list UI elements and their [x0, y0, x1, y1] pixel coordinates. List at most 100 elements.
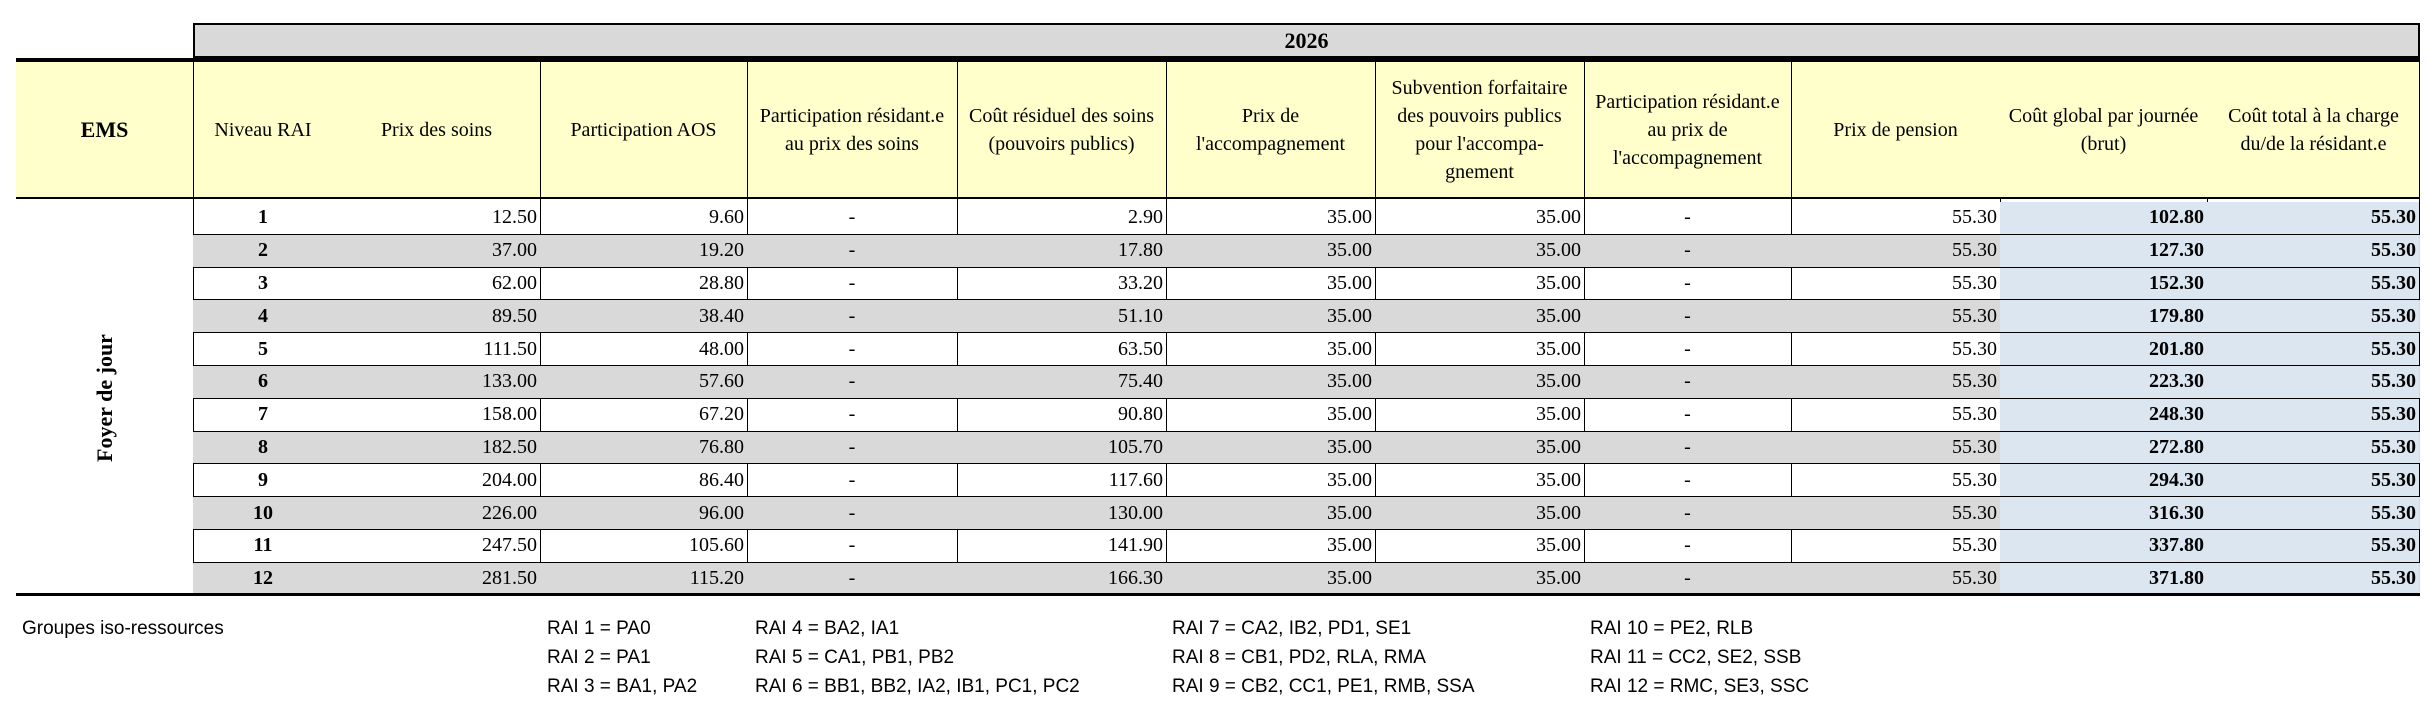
- cell-prix-pension: 55.30: [1952, 206, 1997, 229]
- header-top-border: [16, 58, 2420, 62]
- cell-prix-pension: 55.30: [1952, 567, 1997, 590]
- cell-niveau-rai: 8: [258, 435, 268, 458]
- cell-subvention: 35.00: [1536, 206, 1581, 229]
- cell-prix-pension: 55.30: [1952, 239, 1997, 262]
- cell-participation-residant-soins: -: [848, 534, 856, 557]
- table-row: 10 226.00 96.00 - 130.00 35.00 35.00 - 55.30 316.…: [193, 497, 2420, 530]
- cell-cout-residuel: 90.80: [1118, 403, 1163, 426]
- cell-subvention: 35.00: [1536, 403, 1581, 426]
- cell-cout-global: 337.80: [2000, 529, 2207, 562]
- cell-cout-residuel: 17.80: [1118, 239, 1163, 262]
- cell-participation-residant-soins: -: [848, 567, 856, 590]
- table-row: 2 37.00 19.20 - 17.80 35.00 35.00 - 55.30 127.30 5…: [193, 234, 2420, 268]
- cell-niveau-rai: 10: [253, 501, 273, 524]
- col-header-participation-residant-soins: Participation résidant.e au prix des soi…: [759, 104, 945, 155]
- cell-participation-aos: 9.60: [709, 206, 744, 229]
- cell-participation-residant-accomp: -: [1684, 206, 1691, 229]
- col-header-cout-residuel: Coût résiduel des soins (pouvoirs public…: [969, 104, 1154, 155]
- cell-participation-residant-soins: -: [848, 206, 856, 229]
- cell-cout-residuel: 130.00: [1108, 501, 1163, 524]
- cell-prix-soins: 37.00: [492, 239, 537, 262]
- cell-niveau-rai: 1: [258, 206, 268, 229]
- cell-participation-residant-accomp: -: [1684, 337, 1691, 360]
- cell-prix-soins: 89.50: [492, 304, 537, 327]
- cell-cout-global: 272.80: [2000, 431, 2207, 464]
- legend-column-2: RAI 4 = BA2, IA1 RAI 5 = CA1, PB1, PB2 R…: [755, 614, 1080, 701]
- year-header: 2026: [193, 23, 2420, 58]
- legend-item: RAI 3 = BA1, PA2: [547, 676, 698, 697]
- cell-subvention: 35.00: [1536, 271, 1581, 294]
- legend-item: RAI 12 = RMC, SE3, SSC: [1590, 676, 1810, 697]
- cell-prix-soins: 111.50: [483, 337, 537, 360]
- cell-niveau-rai: 5: [258, 337, 268, 360]
- col-header-participation-residant-accomp: Participation résidant.e au prix de l'ac…: [1595, 90, 1780, 169]
- cell-cout-residuel: 105.70: [1108, 435, 1163, 458]
- cell-niveau-rai: 9: [258, 468, 268, 491]
- cell-prix-soins: 182.50: [482, 435, 537, 458]
- cell-participation-aos: 96.00: [699, 501, 744, 524]
- cell-prix-pension: 55.30: [1952, 271, 1997, 294]
- col-header-prix-pension: Prix de pension: [1833, 118, 1958, 141]
- cell-niveau-rai: 12: [253, 567, 273, 590]
- table-row: 8 182.50 76.80 - 105.70 35.00 35.00 - 55.30 272.8…: [193, 431, 2420, 465]
- cell-prix-pension: 55.30: [1952, 370, 1997, 393]
- cell-prix-soins: 204.00: [482, 468, 537, 491]
- col-header-ems: EMS: [80, 116, 129, 142]
- cell-cout-global: 201.80: [2000, 333, 2207, 365]
- cell-participation-residant-accomp: -: [1684, 468, 1691, 491]
- cell-participation-residant-accomp: -: [1684, 239, 1691, 262]
- cell-prix-accompagnement: 35.00: [1327, 403, 1372, 426]
- cell-participation-residant-accomp: -: [1684, 370, 1691, 393]
- cell-participation-residant-soins: -: [848, 271, 856, 294]
- cell-cout-total: 55.30: [2207, 365, 2419, 398]
- ems-category-text: Foyer de jour: [91, 334, 117, 462]
- cell-participation-residant-accomp: -: [1684, 271, 1691, 294]
- cell-subvention: 35.00: [1536, 468, 1581, 491]
- table-row: 7 158.00 67.20 - 90.80 35.00 35.00 - 55.30 248.30…: [193, 398, 2420, 432]
- cell-prix-accompagnement: 35.00: [1327, 468, 1372, 491]
- cell-niveau-rai: 3: [258, 271, 268, 294]
- cell-subvention: 35.00: [1536, 435, 1581, 458]
- legend-item: RAI 2 = PA1: [547, 647, 651, 668]
- cell-participation-aos: 57.60: [699, 370, 744, 393]
- col-header-prix-soins: Prix des soins: [380, 118, 493, 141]
- table-row: 9 204.00 86.40 - 117.60 35.00 35.00 - 55.30 294.3…: [193, 464, 2420, 498]
- cell-prix-soins: 226.00: [482, 501, 537, 524]
- cell-participation-residant-accomp: -: [1684, 403, 1691, 426]
- cell-cout-total: 55.30: [2207, 431, 2419, 464]
- legend-title-text: Groupes iso-ressources: [22, 618, 224, 639]
- cell-cout-total: 55.30: [2207, 497, 2419, 529]
- table-header: EMS Niveau RAI Prix des soins Participat…: [16, 62, 2420, 199]
- cell-participation-aos: 105.60: [689, 534, 744, 557]
- cell-participation-aos: 19.20: [699, 239, 744, 262]
- cell-prix-pension: 55.30: [1952, 304, 1997, 327]
- cell-cout-global: 316.30: [2000, 497, 2207, 529]
- col-header-prix-accompagnement: Prix de l'accompagnement: [1195, 104, 1346, 155]
- table-row: 11 247.50 105.60 - 141.90 35.00 35.00 - 55.30 337…: [193, 529, 2420, 563]
- cell-prix-accompagnement: 35.00: [1327, 337, 1372, 360]
- cell-prix-soins: 133.00: [482, 370, 537, 393]
- cell-participation-residant-accomp: -: [1684, 435, 1691, 458]
- cell-cout-total: 55.30: [2207, 562, 2419, 595]
- cell-prix-pension: 55.30: [1952, 534, 1997, 557]
- cell-prix-soins: 247.50: [482, 534, 537, 557]
- legend-item: RAI 6 = BB1, BB2, IA2, IB1, PC1, PC2: [755, 676, 1080, 697]
- legend-item: RAI 9 = CB2, CC1, PE1, RMB, SSA: [1172, 676, 1475, 697]
- table-row: 1 12.50 9.60 - 2.90 35.00 35.00 - 55.30 102.80 55.…: [193, 202, 2420, 235]
- cell-participation-aos: 86.40: [699, 468, 744, 491]
- cell-prix-pension: 55.30: [1952, 435, 1997, 458]
- table-row: 5 111.50 48.00 - 63.50 35.00 35.00 - 55.30 201.80…: [193, 333, 2420, 366]
- cell-participation-residant-soins: -: [848, 370, 856, 393]
- cell-cout-total: 55.30: [2207, 398, 2419, 431]
- col-header-subvention: Subvention forfaitaire des pouvoirs publ…: [1391, 76, 1568, 183]
- cell-participation-aos: 67.20: [699, 403, 744, 426]
- cell-cout-global: 294.30: [2000, 464, 2207, 497]
- cell-cout-global: 371.80: [2000, 562, 2207, 595]
- cell-participation-residant-accomp: -: [1684, 567, 1691, 590]
- cell-prix-accompagnement: 35.00: [1327, 271, 1372, 294]
- cell-cout-total: 55.30: [2207, 333, 2419, 365]
- cell-cout-residuel: 2.90: [1128, 206, 1163, 229]
- legend-column-1: RAI 1 = PA0 RAI 2 = PA1 RAI 3 = BA1, PA2: [547, 614, 697, 701]
- legend-item: RAI 7 = CA2, IB2, PD1, SE1: [1172, 618, 1412, 639]
- cell-participation-residant-accomp: -: [1684, 501, 1691, 524]
